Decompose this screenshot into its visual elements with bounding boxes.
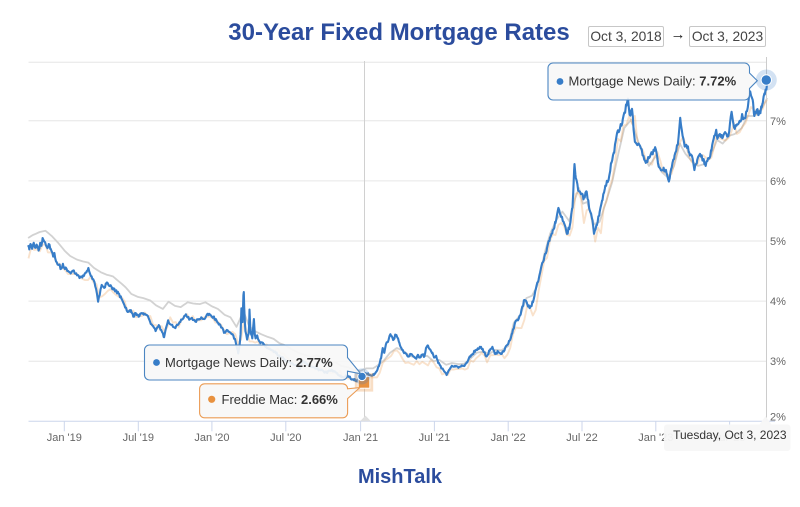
svg-text:Jul '19: Jul '19: [123, 432, 154, 444]
svg-text:Jul '20: Jul '20: [270, 432, 301, 444]
svg-text:Jan '21: Jan '21: [343, 432, 378, 444]
svg-text:7%: 7%: [770, 116, 786, 128]
svg-text:Tuesday, Oct 3, 2023: Tuesday, Oct 3, 2023: [673, 428, 787, 442]
svg-text:4%: 4%: [770, 296, 786, 308]
svg-text:Mortgage News Daily: 7.72%: Mortgage News Daily: 7.72%: [569, 73, 737, 88]
svg-text:Mortgage News Daily: 2.77%: Mortgage News Daily: 2.77%: [165, 355, 333, 370]
svg-text:Jul '21: Jul '21: [419, 432, 450, 444]
svg-text:3%: 3%: [770, 356, 786, 368]
svg-text:Jan '19: Jan '19: [47, 432, 82, 444]
svg-text:Jan '20: Jan '20: [194, 432, 229, 444]
svg-text:Jan '22: Jan '22: [491, 432, 526, 444]
svg-text:5%: 5%: [770, 236, 786, 248]
svg-text:Freddie Mac: 2.66%: Freddie Mac: 2.66%: [222, 392, 339, 407]
svg-text:2%: 2%: [770, 412, 786, 424]
svg-text:6%: 6%: [770, 176, 786, 188]
svg-text:Jul '22: Jul '22: [566, 432, 597, 444]
